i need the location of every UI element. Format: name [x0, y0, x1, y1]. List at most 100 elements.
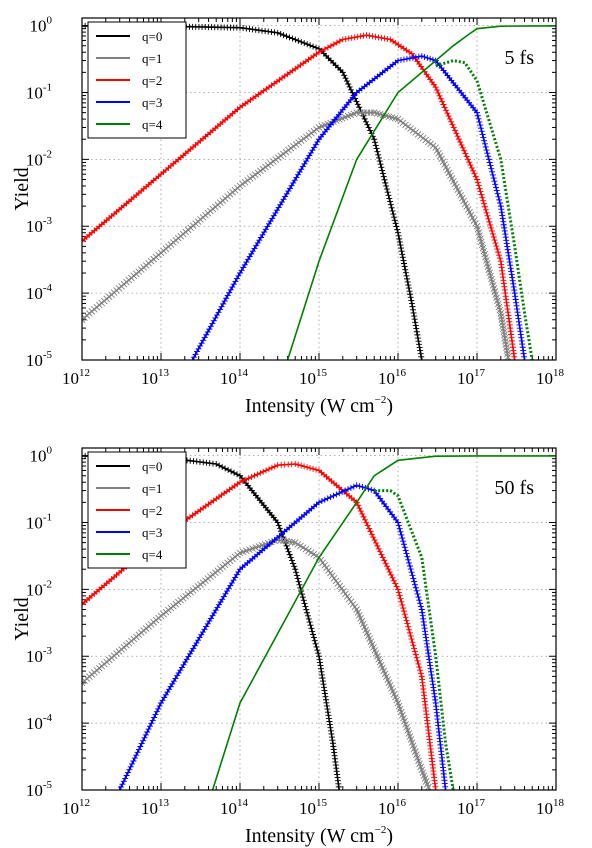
pulse-duration-label: 50 fs: [495, 477, 535, 499]
series-marker: [452, 127, 459, 134]
y-tick-labels: 100 10-1 10-2 10-3 10-4 10-5: [26, 15, 53, 370]
series-marker: [292, 36, 299, 43]
series-marker: [481, 200, 488, 207]
series-marker: [406, 559, 413, 566]
series-marker: [287, 554, 294, 561]
series-marker: [507, 262, 514, 269]
series-markers-q=3: [116, 482, 449, 790]
x-tick-label: 1018: [536, 797, 565, 818]
series-marker: [307, 465, 314, 472]
series-marker: [316, 659, 323, 666]
series-marker: [325, 715, 332, 722]
series-marker: [335, 783, 342, 790]
series-marker: [414, 331, 421, 338]
series-marker: [204, 328, 211, 335]
series-marker: [381, 35, 388, 42]
series-marker: [520, 350, 527, 357]
series-marker: [372, 139, 379, 146]
series-marker: [209, 320, 216, 327]
series-marker: [345, 35, 352, 42]
series-marker: [405, 623, 412, 630]
series-marker: [477, 188, 484, 195]
series-marker: [401, 544, 408, 551]
series-marker: [395, 57, 401, 64]
series-marker: [504, 353, 512, 360]
x-tick-label: 1015: [299, 797, 328, 818]
series-marker: [223, 295, 230, 302]
chart-panel-2: 1012 1013 1014 1015 1016 1017 101810010-110-21…: [11, 445, 565, 847]
series-marker: [417, 347, 424, 354]
series-marker: [508, 271, 515, 278]
series-marker: [506, 259, 513, 266]
series-marker: [406, 288, 413, 295]
series-marker: [384, 35, 391, 42]
series-marker: [324, 706, 331, 713]
series-marker: [197, 342, 204, 349]
series-marker: [316, 499, 322, 506]
series-marker: [232, 278, 239, 285]
series-marker: [418, 53, 425, 60]
series-marker: [396, 238, 403, 245]
series-marker: [118, 784, 125, 790]
series-marker: [306, 619, 313, 626]
series-marker: [116, 787, 123, 790]
series-marker: [408, 569, 415, 576]
series-marker: [367, 528, 374, 535]
series-marker: [375, 545, 382, 552]
series-marker: [288, 557, 295, 564]
series-marker: [317, 662, 324, 669]
series-marker: [418, 606, 425, 613]
series-marker: [475, 115, 482, 122]
series-marker: [327, 724, 334, 731]
series-marker: [415, 338, 422, 345]
series-marker: [429, 678, 436, 685]
series-marker: [492, 240, 499, 247]
series-marker: [233, 275, 240, 282]
series-marker: [500, 218, 507, 225]
series-marker: [363, 519, 370, 526]
series-marker: [397, 528, 404, 535]
series-marker: [401, 611, 408, 618]
y-tick-label: 10-5: [26, 779, 53, 800]
series-marker: [151, 714, 158, 721]
series-marker: [402, 547, 409, 554]
series-marker: [254, 471, 261, 478]
series-marker: [387, 201, 394, 208]
x-tick-labels: 1012 1013 1014 1015 1016 1017 1018: [62, 367, 565, 388]
series-marker: [398, 248, 405, 255]
series-marker: [148, 720, 155, 727]
series-marker: [407, 632, 414, 639]
series-marker: [417, 667, 424, 674]
series-marker: [389, 574, 396, 581]
series-marker: [482, 206, 489, 213]
series-marker: [402, 614, 409, 621]
series-marker: [421, 54, 428, 61]
series-marker: [274, 519, 281, 526]
series-marker: [496, 200, 503, 206]
series-marker: [428, 668, 435, 675]
series-line-q=1: [82, 111, 510, 360]
series-marker: [414, 335, 421, 342]
series-marker: [412, 54, 419, 61]
series-marker: [360, 513, 367, 520]
series-marker: [140, 737, 147, 744]
series-marker: [486, 159, 493, 166]
series-marker: [336, 38, 343, 45]
series-marker: [195, 345, 202, 352]
series-marker: [298, 462, 305, 469]
series-marker: [499, 215, 506, 222]
series-marker: [502, 231, 509, 238]
series-marker: [424, 54, 431, 61]
series-marker: [414, 590, 421, 597]
series-marker: [413, 654, 420, 661]
series-marker: [429, 56, 436, 63]
series-marker: [356, 483, 363, 490]
series-marker: [423, 637, 430, 644]
series-marker: [448, 118, 455, 125]
series-marker: [394, 226, 401, 233]
series-marker: [385, 566, 392, 573]
series-marker: [496, 196, 503, 203]
series-marker: [126, 766, 133, 773]
series-marker: [390, 577, 397, 584]
series-marker: [519, 344, 526, 351]
